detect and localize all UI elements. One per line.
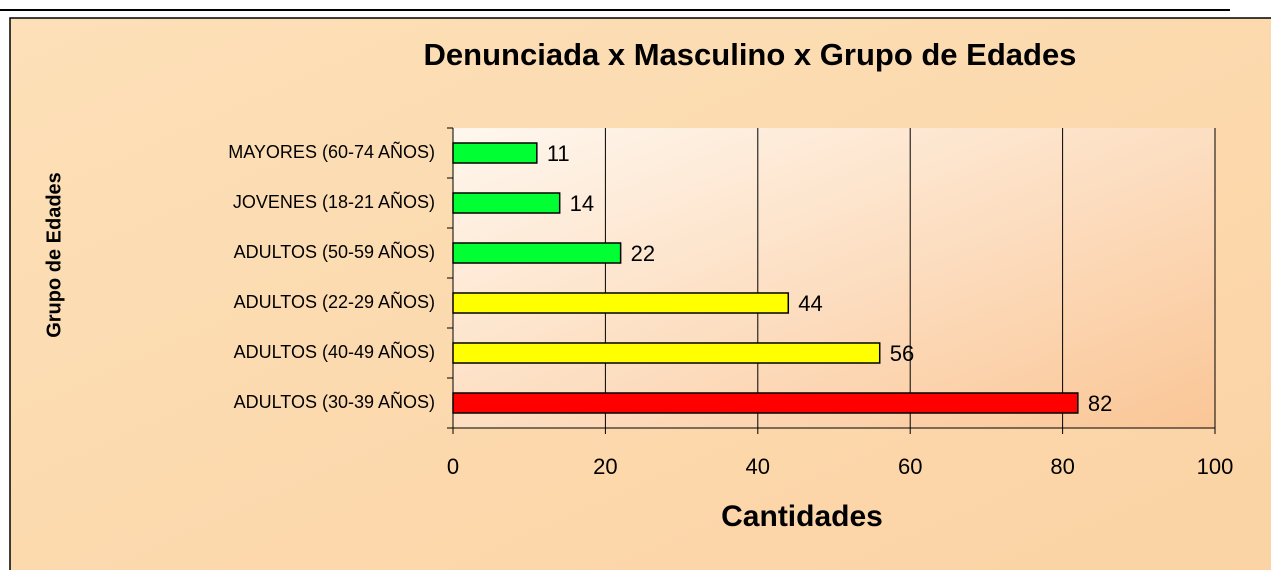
chart-title: Denunciada x Masculino x Grupo de Edades bbox=[424, 37, 1077, 72]
x-axis-label: Cantidades bbox=[721, 500, 883, 533]
y-tick-label: ADULTOS (22-29 AÑOS) bbox=[234, 291, 435, 312]
y-tick-label: MAYORES (60-74 AÑOS) bbox=[228, 141, 435, 162]
x-tick-label: 100 bbox=[1197, 454, 1234, 479]
bar bbox=[452, 242, 622, 264]
data-label: 11 bbox=[547, 141, 570, 166]
bar bbox=[452, 142, 538, 164]
x-tick-label: 0 bbox=[447, 454, 459, 479]
y-tick-label: JOVENES (18-21 AÑOS) bbox=[233, 191, 435, 212]
data-label: 82 bbox=[1088, 391, 1112, 416]
x-tick-label: 60 bbox=[898, 454, 922, 479]
y-axis-label: Grupo de Edades bbox=[43, 172, 65, 338]
bar bbox=[452, 342, 881, 364]
x-tick-label: 40 bbox=[746, 454, 770, 479]
bar bbox=[452, 292, 790, 314]
x-tick-label: 20 bbox=[593, 454, 617, 479]
y-tick-label: ADULTOS (30-39 AÑOS) bbox=[234, 391, 435, 412]
x-tick-label: 80 bbox=[1050, 454, 1074, 479]
data-label: 44 bbox=[798, 291, 822, 316]
plot-area bbox=[453, 128, 1215, 428]
data-label: 22 bbox=[631, 241, 655, 266]
y-tick-label: ADULTOS (40-49 AÑOS) bbox=[234, 341, 435, 362]
y-tick-label: ADULTOS (50-59 AÑOS) bbox=[234, 241, 435, 262]
bar bbox=[452, 392, 1079, 414]
bar bbox=[452, 192, 561, 214]
data-label: 56 bbox=[890, 341, 914, 366]
data-label: 14 bbox=[570, 191, 594, 216]
